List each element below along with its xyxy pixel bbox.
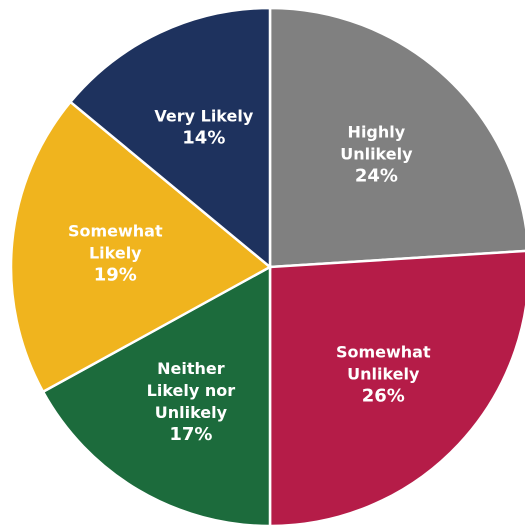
pie-label-category-line: Somewhat — [68, 221, 163, 240]
pie-label-category-line: Neither — [157, 359, 225, 378]
pie-slices — [9, 6, 525, 528]
pie-slice-neither — [41, 264, 272, 528]
pie-slice-somewhat-unlikely — [268, 249, 525, 528]
pie-label-very-likely: Very Likely 14% — [154, 106, 253, 148]
pie-label-percent: 17% — [169, 424, 212, 445]
pie-labels: Highly Unlikely 24% Somewhat Unlikely 26% Neit… — [68, 106, 431, 444]
pie-label-somewhat-likely: Somewhat Likely 19% — [68, 221, 163, 285]
pie-label-category-line: Likely nor — [147, 381, 236, 400]
pie-label-percent: 26% — [362, 385, 405, 406]
pie-label-percent: 14% — [182, 127, 225, 148]
pie-label-percent: 19% — [94, 264, 137, 285]
pie-label-category-line: Very Likely — [154, 106, 253, 125]
pie-label-category-line: Somewhat — [336, 342, 431, 361]
pie-slice-highly-unlikely — [268, 6, 525, 269]
pie-slice-very-likely — [68, 6, 272, 270]
pie-label-percent: 24% — [355, 166, 398, 187]
pie-label-highly-unlikely: Highly Unlikely 24% — [340, 123, 413, 187]
pie-label-category-line: Highly — [348, 123, 406, 142]
pie-label-neither: Neither Likely nor Unlikely 17% — [147, 359, 236, 445]
pie-label-category-line: Unlikely — [155, 403, 228, 422]
pie-label-category-line: Unlikely — [340, 145, 413, 164]
pie-label-somewhat-unlikely: Somewhat Unlikely 26% — [336, 342, 431, 406]
pie-label-category-line: Unlikely — [347, 364, 420, 383]
pie-label-category-line: Likely — [89, 243, 142, 262]
pie-slice-somewhat-likely — [9, 100, 273, 394]
